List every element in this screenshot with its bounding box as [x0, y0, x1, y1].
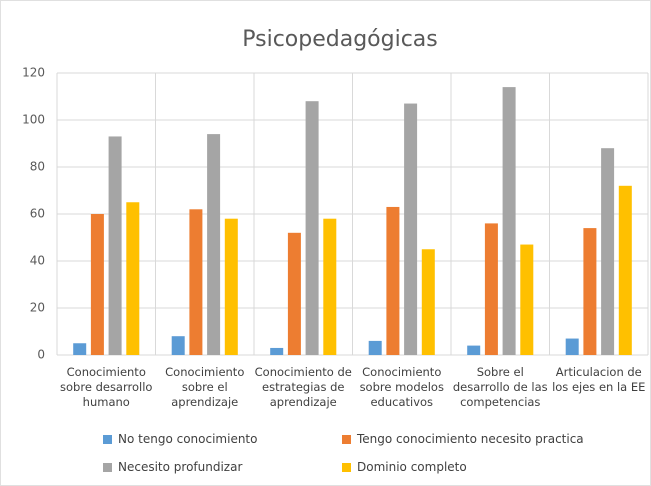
y-tick-label: 20: [30, 301, 45, 315]
legend-item: Necesito profundizar: [103, 460, 242, 474]
bar: [108, 136, 122, 355]
y-tick-label: 120: [22, 66, 45, 80]
legend-label: No tengo conocimiento: [118, 432, 258, 446]
legend-item: No tengo conocimiento: [103, 432, 257, 446]
x-tick-label: Sobre el desarrollo de las competencias: [452, 365, 548, 409]
legend-item: Tengo conocimiento necesito practica: [342, 432, 584, 446]
legend-label: Necesito profundizar: [118, 460, 243, 474]
x-tick-label: Conocimiento de estrategias de aprendiza…: [254, 365, 352, 409]
legend-item: Dominio completo: [342, 460, 467, 474]
y-tick-label: 40: [30, 254, 45, 268]
bar: [126, 202, 140, 355]
legend-swatch: [103, 462, 112, 472]
legend-label: Tengo conocimiento necesito practica: [357, 432, 584, 446]
bar: [323, 218, 337, 355]
bar: [583, 228, 597, 355]
bar: [90, 214, 104, 355]
bar: [618, 185, 632, 355]
bar: [467, 345, 481, 355]
bar: [270, 347, 284, 355]
y-tick-label: 60: [30, 207, 45, 221]
bar: [565, 338, 579, 355]
bar: [601, 148, 615, 355]
bar: [305, 101, 319, 355]
bar: [484, 223, 498, 355]
x-tick-label: Conocimiento sobre desarrollo humano: [60, 365, 153, 409]
bar: [207, 134, 221, 355]
bar: [502, 87, 516, 355]
y-tick-label: 100: [22, 113, 45, 127]
bar: [368, 340, 382, 355]
legend-swatch: [342, 462, 351, 472]
bar: [520, 244, 534, 355]
bar: [404, 103, 418, 355]
x-tick-label: Conocimiento sobre modelos educativos: [359, 365, 444, 409]
legend-label: Dominio completo: [357, 460, 467, 474]
x-tick-label: Articulacion de los ejes en la EE: [552, 365, 646, 394]
y-tick-label: 80: [30, 160, 45, 174]
bar: [171, 336, 185, 355]
bar: [386, 206, 400, 355]
chart-title: Psicopedagógicas: [242, 27, 438, 52]
bar: [287, 232, 301, 355]
legend-swatch: [103, 434, 112, 444]
bar: [73, 343, 87, 355]
bar: [224, 218, 238, 355]
bar: [421, 249, 435, 355]
y-tick-label: 0: [37, 348, 45, 362]
bar: [189, 209, 203, 355]
legend-swatch: [342, 434, 351, 444]
x-tick-label: Conocimiento sobre el aprendizaje: [165, 365, 245, 409]
